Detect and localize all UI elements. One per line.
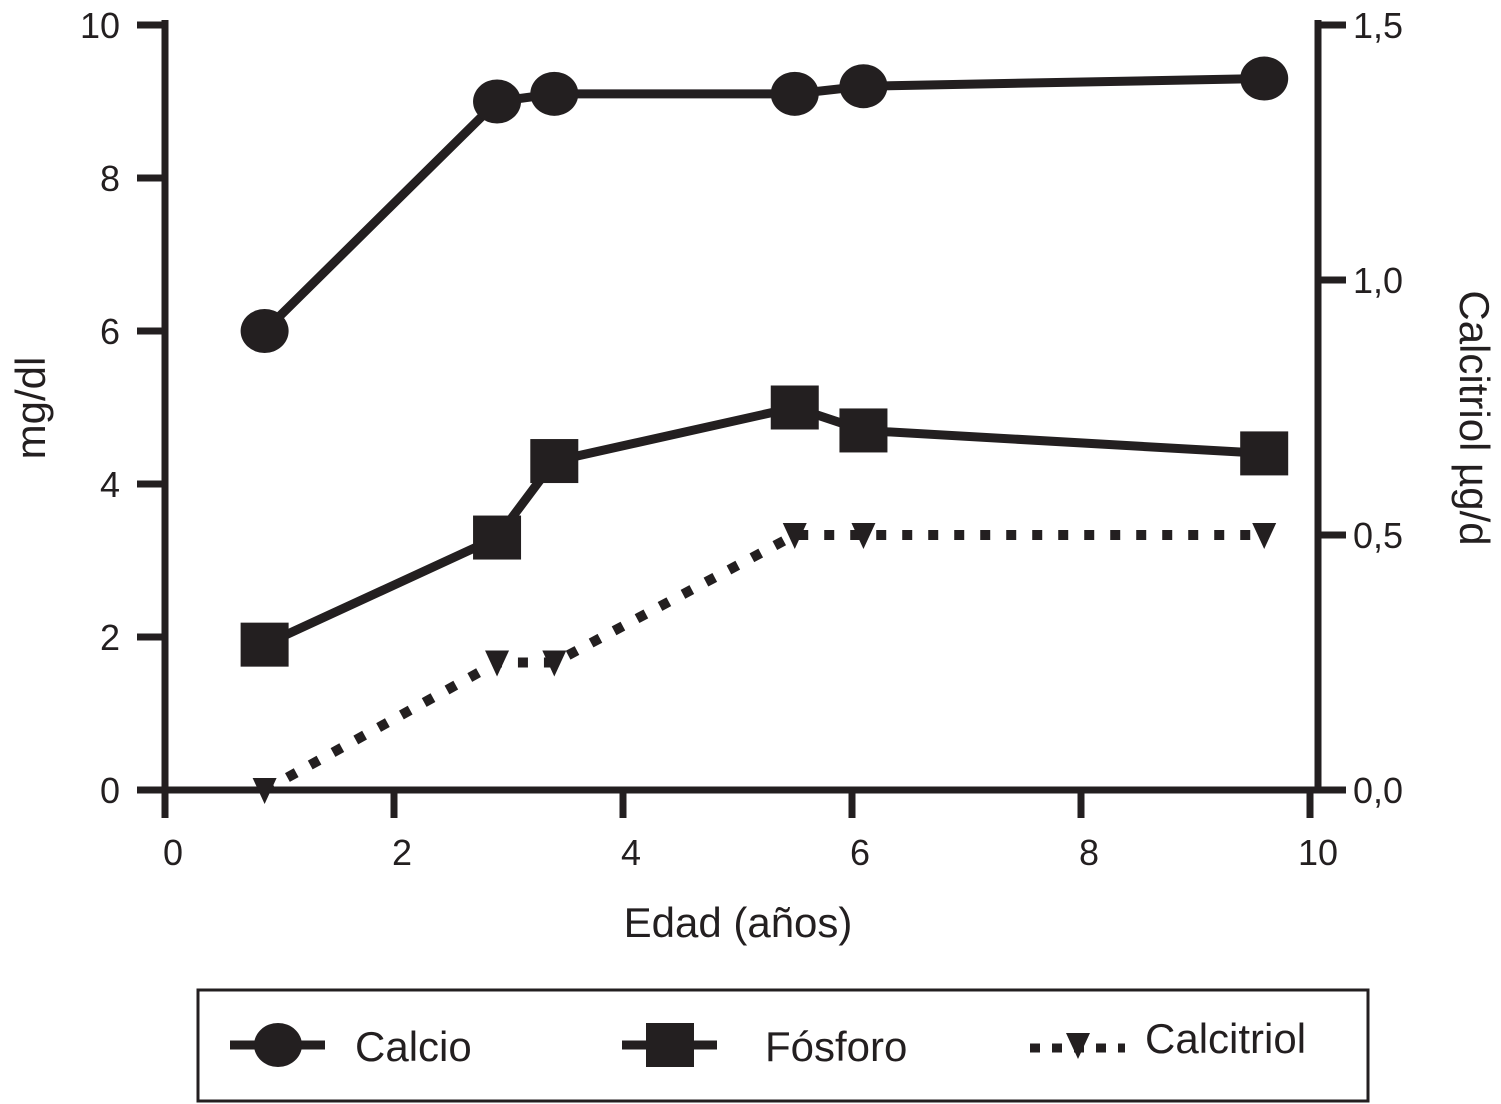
y2-tick-label: 0,5 [1353, 515, 1403, 556]
x-tick-label: 10 [1298, 832, 1338, 873]
data-point [851, 523, 876, 549]
legend-box [196, 988, 1370, 1103]
legend-marker [254, 1023, 302, 1067]
data-point [542, 650, 567, 677]
y-axis-label: mg/dl [7, 357, 54, 460]
data-point [770, 71, 819, 116]
y-tick-label: 4 [100, 464, 120, 505]
x-tick-label: 8 [1079, 832, 1099, 873]
axes: 0 2 4 6 8 10 0 2 4 6 8 10 0,0 0,5 1,0 1,5 [80, 5, 1403, 873]
legend: Calcio Fósforo Calcitriol [196, 988, 1370, 1103]
data-point [252, 778, 277, 804]
data-point [1240, 431, 1289, 476]
data-point [782, 523, 807, 549]
y-tick-label: 0 [100, 770, 120, 811]
data-point [530, 71, 579, 116]
data-point [240, 622, 289, 667]
y-tick-label: 2 [100, 617, 120, 658]
x-tick-label: 4 [621, 832, 641, 873]
y2-tick-label: 1,0 [1353, 260, 1403, 301]
data-point [839, 408, 888, 453]
data-point [240, 309, 289, 353]
y2-tick-label: 1,5 [1353, 5, 1403, 46]
data-point [770, 385, 819, 430]
x-tick-label: 2 [392, 832, 412, 873]
legend-item-calcio: Calcio [230, 1023, 472, 1070]
data-point [1252, 523, 1277, 549]
data-point [473, 79, 522, 124]
y-tick-label: 6 [100, 311, 120, 352]
x-axis-label: Edad (años) [624, 899, 853, 946]
y-tick-label: 8 [100, 158, 120, 199]
series-layer [240, 56, 1289, 804]
legend-item-calcitriol: Calcitriol [1030, 1015, 1306, 1062]
series-calcio [240, 56, 1289, 353]
legend-item-fósforo: Fósforo [622, 1023, 907, 1070]
data-point [530, 439, 579, 484]
x-tick-label: 0 [163, 832, 183, 873]
x-tick-label: 6 [850, 832, 870, 873]
legend-label: Calcitriol [1145, 1015, 1306, 1062]
data-point [473, 515, 522, 560]
series-line [262, 530, 1265, 795]
series-line [262, 402, 1265, 649]
legend-label: Fósforo [765, 1023, 907, 1070]
y-tick-label: 10 [80, 5, 120, 46]
data-point [1240, 56, 1289, 101]
data-point [485, 650, 510, 677]
legend-label: Calcio [355, 1023, 472, 1070]
y2-tick-label: 0,0 [1353, 770, 1403, 811]
y2-axis-label: Calcitriol µg/d [1451, 290, 1498, 545]
legend-marker [1066, 1033, 1090, 1059]
series-line [261, 74, 1265, 335]
series-fósforo [240, 385, 1289, 667]
legend-marker [646, 1023, 694, 1067]
data-point [839, 64, 888, 109]
series-calcitriol [252, 523, 1277, 804]
